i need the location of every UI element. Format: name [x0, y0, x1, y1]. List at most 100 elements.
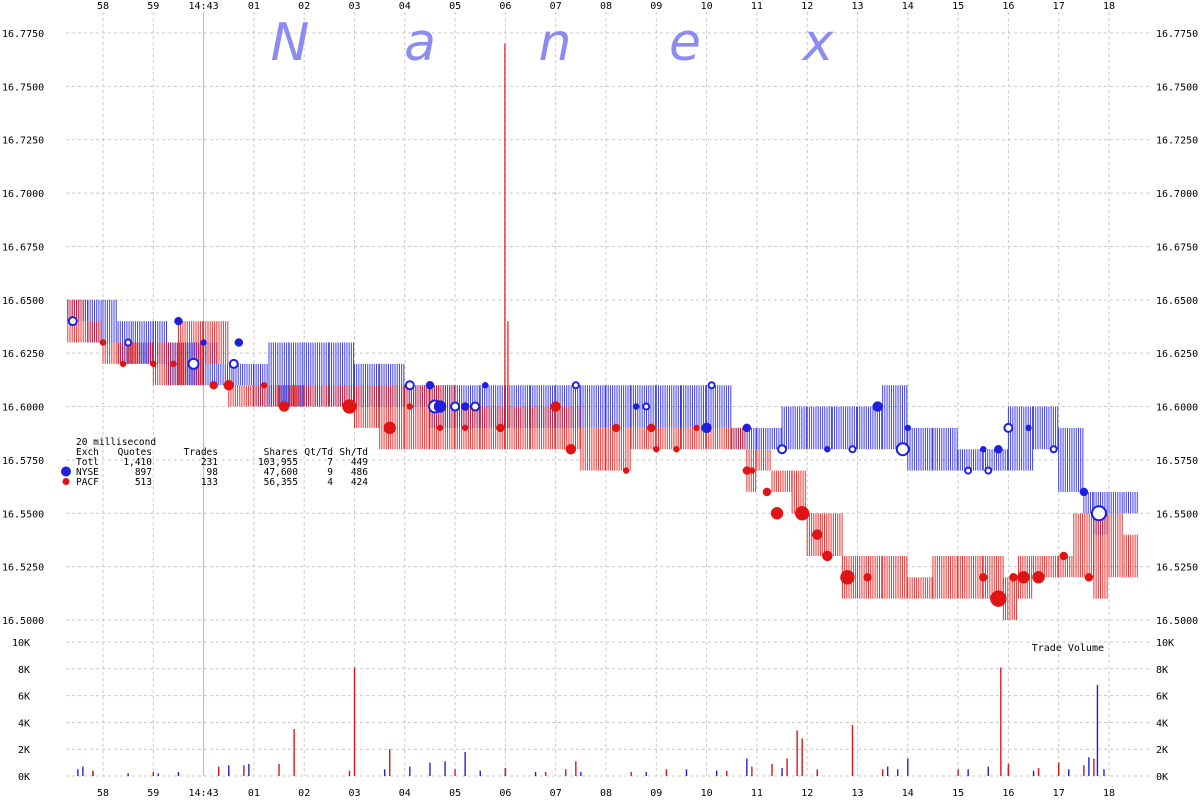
- table-header: Qt/Td: [304, 447, 333, 458]
- x-tick-label-top: 15: [952, 1, 964, 12]
- table-header: Trades: [184, 447, 218, 458]
- trade-pacf: [342, 399, 357, 414]
- trade-pacf: [436, 424, 444, 432]
- trade-pacf: [622, 467, 630, 474]
- table-cell: 9: [327, 467, 333, 478]
- table-cell: 7: [327, 457, 333, 468]
- volume-tick-label-right: 8K: [1156, 665, 1168, 676]
- legend-nyse-marker: [61, 466, 71, 477]
- quote-spike: [504, 43, 509, 428]
- trade-nyse: [1003, 422, 1014, 433]
- y-tick-label-left: 16.6750: [2, 242, 44, 253]
- trade-pacf: [1032, 571, 1045, 584]
- y-tick-label-right: 16.7000: [1156, 189, 1198, 200]
- y-tick-label-right: 16.6750: [1156, 242, 1198, 253]
- x-tick-label-bottom: 04: [399, 788, 411, 799]
- x-tick-label-bottom: 05: [449, 788, 461, 799]
- table-cell: 4: [327, 477, 333, 488]
- volume-tick-label-right: 10K: [1156, 638, 1174, 649]
- trade-pacf: [840, 570, 855, 585]
- table-cell: 897: [135, 467, 152, 478]
- x-tick-label-top: 10: [701, 1, 713, 12]
- x-tick-label-top: 05: [449, 1, 461, 12]
- x-tick-label-top: 14: [902, 1, 914, 12]
- trade-nyse: [1049, 445, 1058, 454]
- table-cell: 513: [135, 477, 152, 488]
- x-tick-label-top: 14:43: [189, 1, 219, 12]
- watermark-letter: N: [271, 13, 310, 73]
- trade-pacf: [1084, 573, 1094, 582]
- x-tick-label-bottom: 03: [348, 788, 360, 799]
- x-tick-label-top: 07: [550, 1, 562, 12]
- trade-pacf: [653, 445, 660, 453]
- x-tick-label-top: 11: [751, 1, 763, 12]
- trade-pacf: [496, 423, 505, 433]
- trade-pacf: [822, 550, 833, 562]
- volume-tick-label-left: 2K: [18, 745, 30, 756]
- y-tick-label-left: 16.5250: [2, 563, 44, 574]
- y-tick-label-left: 16.5500: [2, 509, 44, 520]
- trade-nyse: [234, 338, 244, 347]
- x-tick-label-bottom: 13: [851, 788, 863, 799]
- trade-nyse: [200, 339, 207, 346]
- x-tick-label-top: 08: [600, 1, 612, 12]
- y-tick-label-left: 16.6000: [2, 403, 44, 414]
- x-tick-label-bottom: 07: [550, 788, 562, 799]
- x-tick-label-bottom: 14:43: [189, 788, 219, 799]
- table-cell: PACF: [76, 477, 99, 488]
- trade-nyse: [1090, 505, 1107, 522]
- trade-nyse: [904, 424, 912, 432]
- x-tick-label-top: 16: [1002, 1, 1014, 12]
- trade-pacf: [794, 506, 810, 521]
- watermark-letter: e: [669, 13, 701, 73]
- volume-tick-label-right: 2K: [1156, 745, 1168, 756]
- volume-bars: [77, 667, 1105, 776]
- x-tick-label-bottom: 06: [499, 788, 511, 799]
- x-tick-label-top: 59: [147, 1, 159, 12]
- table-cell: 449: [351, 457, 368, 468]
- y-tick-label-left: 16.7250: [2, 136, 44, 147]
- trade-pacf: [748, 467, 756, 474]
- trade-pacf: [990, 590, 1007, 607]
- trade-nyse: [701, 422, 712, 434]
- trade-pacf: [673, 445, 680, 453]
- trade-nyse: [404, 380, 415, 391]
- table-cell: 133: [201, 477, 218, 488]
- quote-bands: [67, 299, 1138, 620]
- x-tick-label-bottom: 18: [1103, 788, 1115, 799]
- watermark-letter: a: [404, 13, 436, 73]
- trade-nyse: [433, 400, 447, 413]
- volume-tick-label-left: 0K: [18, 772, 30, 783]
- table-header: Shares: [264, 447, 298, 458]
- table-cell: 103,955: [258, 457, 298, 468]
- table-cell: 486: [351, 467, 368, 478]
- x-tick-label-top: 09: [650, 1, 662, 12]
- trade-pacf: [1009, 573, 1018, 582]
- trade-nyse: [482, 381, 489, 389]
- trade-nyse: [895, 442, 910, 457]
- volume-label: Trade Volume: [1032, 643, 1104, 654]
- trade-nyse: [1079, 487, 1089, 497]
- y-tick-label-left: 16.5750: [2, 456, 44, 467]
- y-tick-label-right: 16.5250: [1156, 563, 1198, 574]
- legend-pacf-marker: [62, 478, 70, 485]
- x-tick-label-bottom: 08: [600, 788, 612, 799]
- watermark-letter: x: [801, 13, 835, 73]
- table-cell: 1,410: [123, 457, 152, 468]
- trade-nyse: [228, 358, 239, 369]
- trade-nyse: [742, 423, 752, 433]
- x-tick-label-bottom: 02: [298, 788, 310, 799]
- y-tick-label-right: 16.7500: [1156, 82, 1198, 93]
- trade-pacf: [1059, 551, 1068, 561]
- table-cell: 424: [351, 477, 368, 488]
- y-tick-label-right: 16.7750: [1156, 29, 1198, 40]
- trade-nyse: [872, 401, 883, 412]
- x-tick-label-top: 17: [1053, 1, 1065, 12]
- trade-pacf: [863, 573, 872, 582]
- trade-pacf: [223, 379, 234, 391]
- trade-nyse: [470, 401, 481, 412]
- table-header: Exch: [76, 447, 99, 458]
- trade-pacf: [565, 443, 577, 455]
- trade-markers: [67, 316, 1107, 607]
